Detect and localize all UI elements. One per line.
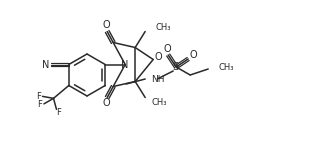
Text: O: O	[154, 51, 162, 61]
Text: O: O	[189, 50, 197, 60]
Text: N: N	[42, 59, 50, 69]
Text: O: O	[102, 98, 110, 109]
Text: F: F	[37, 100, 42, 109]
Text: O: O	[102, 21, 110, 31]
Text: CH₃: CH₃	[155, 23, 171, 32]
Text: O: O	[163, 44, 171, 54]
Text: N: N	[121, 59, 129, 69]
Text: S: S	[173, 62, 179, 72]
Text: F: F	[56, 108, 61, 117]
Text: CH₃: CH₃	[151, 98, 167, 107]
Text: NH: NH	[151, 74, 165, 84]
Text: CH₃: CH₃	[218, 63, 234, 72]
Text: F: F	[36, 92, 41, 101]
